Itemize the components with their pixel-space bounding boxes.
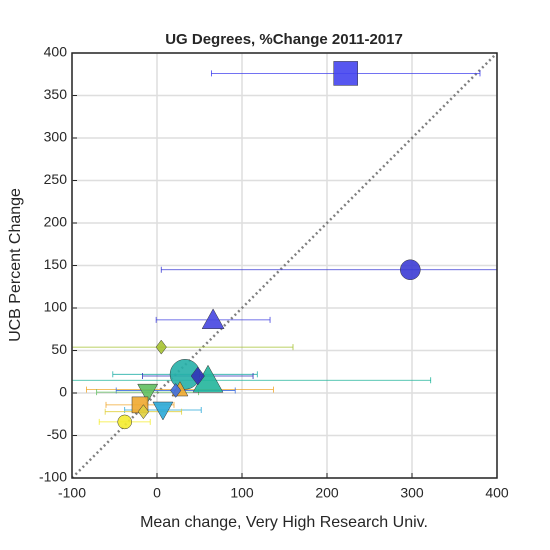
- marker: [333, 61, 358, 86]
- plot-area: [72, 53, 497, 478]
- marker: [137, 383, 159, 403]
- x-axis-label: Mean change, Very High Research Univ.: [140, 514, 428, 531]
- marker: [137, 404, 149, 420]
- x-tick-label: 300: [400, 485, 424, 501]
- chart-title: UG Degrees, %Change 2011-2017: [165, 31, 403, 48]
- x-tick-label: 200: [315, 485, 339, 501]
- y-tick-label: 400: [44, 44, 68, 60]
- y-tick-label: -50: [47, 426, 67, 442]
- x-tick-label: -100: [58, 485, 86, 501]
- y-axis-label: UCB Percent Change: [7, 188, 24, 342]
- y-tick-label: 300: [44, 129, 68, 145]
- x-tick-label: 100: [230, 485, 254, 501]
- x-tick-label: 0: [153, 485, 161, 501]
- marker: [201, 308, 225, 329]
- x-tick-label: 400: [485, 485, 509, 501]
- marker: [170, 383, 182, 398]
- marker: [117, 414, 132, 430]
- y-tick-label: 350: [44, 86, 68, 102]
- marker: [155, 339, 167, 355]
- y-tick-label: -100: [39, 469, 67, 485]
- marker: [190, 366, 205, 386]
- y-tick-label: 50: [51, 341, 67, 357]
- marker: [152, 401, 174, 421]
- axes-box: [71, 52, 498, 479]
- y-tick-label: 100: [44, 299, 68, 315]
- marker: [400, 259, 421, 280]
- y-tick-label: 0: [59, 384, 67, 400]
- y-tick-label: 150: [44, 256, 68, 272]
- y-tick-label: 200: [44, 214, 68, 230]
- y-tick-label: 250: [44, 171, 68, 187]
